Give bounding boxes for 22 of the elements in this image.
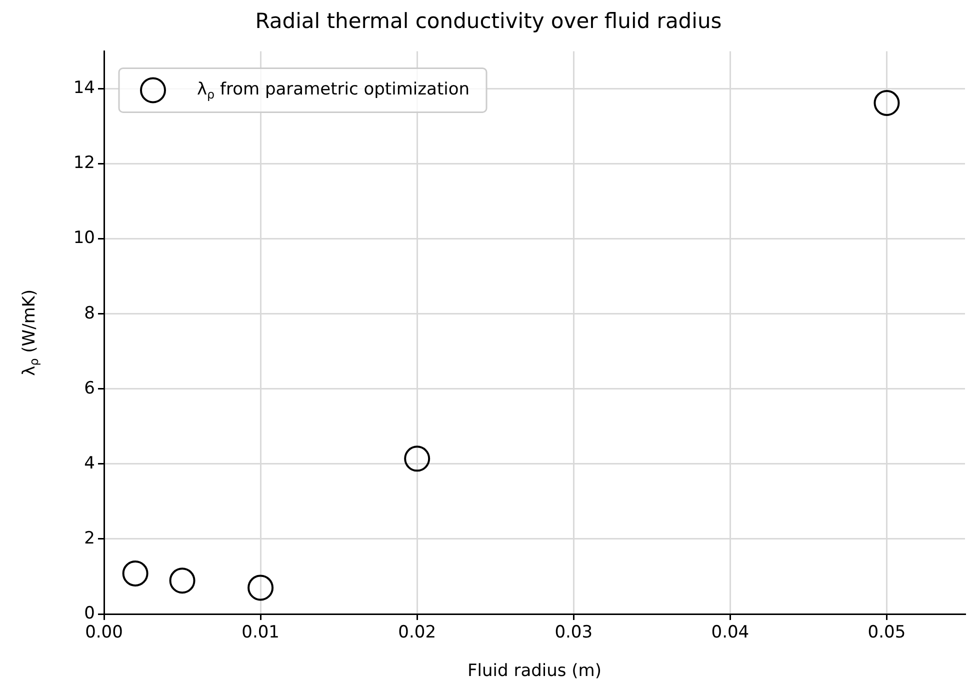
point: [874, 90, 900, 116]
x-tick-label: 0.01: [242, 622, 280, 643]
y-tick-label: 8: [84, 303, 95, 324]
point: [248, 574, 274, 601]
point: [404, 446, 430, 472]
x-tick-label: 0.00: [85, 622, 123, 643]
y-tick-label: 12: [73, 153, 95, 174]
point: [122, 560, 148, 586]
y-tick-label: 10: [73, 228, 95, 248]
point: [169, 568, 196, 594]
y-tick-label: 4: [84, 453, 95, 474]
y-tick-label: 0: [84, 603, 95, 624]
chart-title: Radial thermal conductivity over fluid radius: [255, 9, 722, 34]
x-tick-label: 0.03: [554, 622, 593, 643]
y-tick-label: 6: [84, 378, 95, 398]
y-tick-label: 2: [84, 528, 95, 548]
x-tick-label: 0.04: [711, 622, 750, 643]
x-tick-label: 0.05: [868, 622, 906, 643]
y-axis-title: λρ (W/mK): [19, 289, 42, 376]
y-tick-label: 14: [73, 78, 95, 98]
x-axis-title: Fluid radius (m): [468, 661, 602, 682]
x-tick-label: 0.02: [398, 622, 436, 643]
